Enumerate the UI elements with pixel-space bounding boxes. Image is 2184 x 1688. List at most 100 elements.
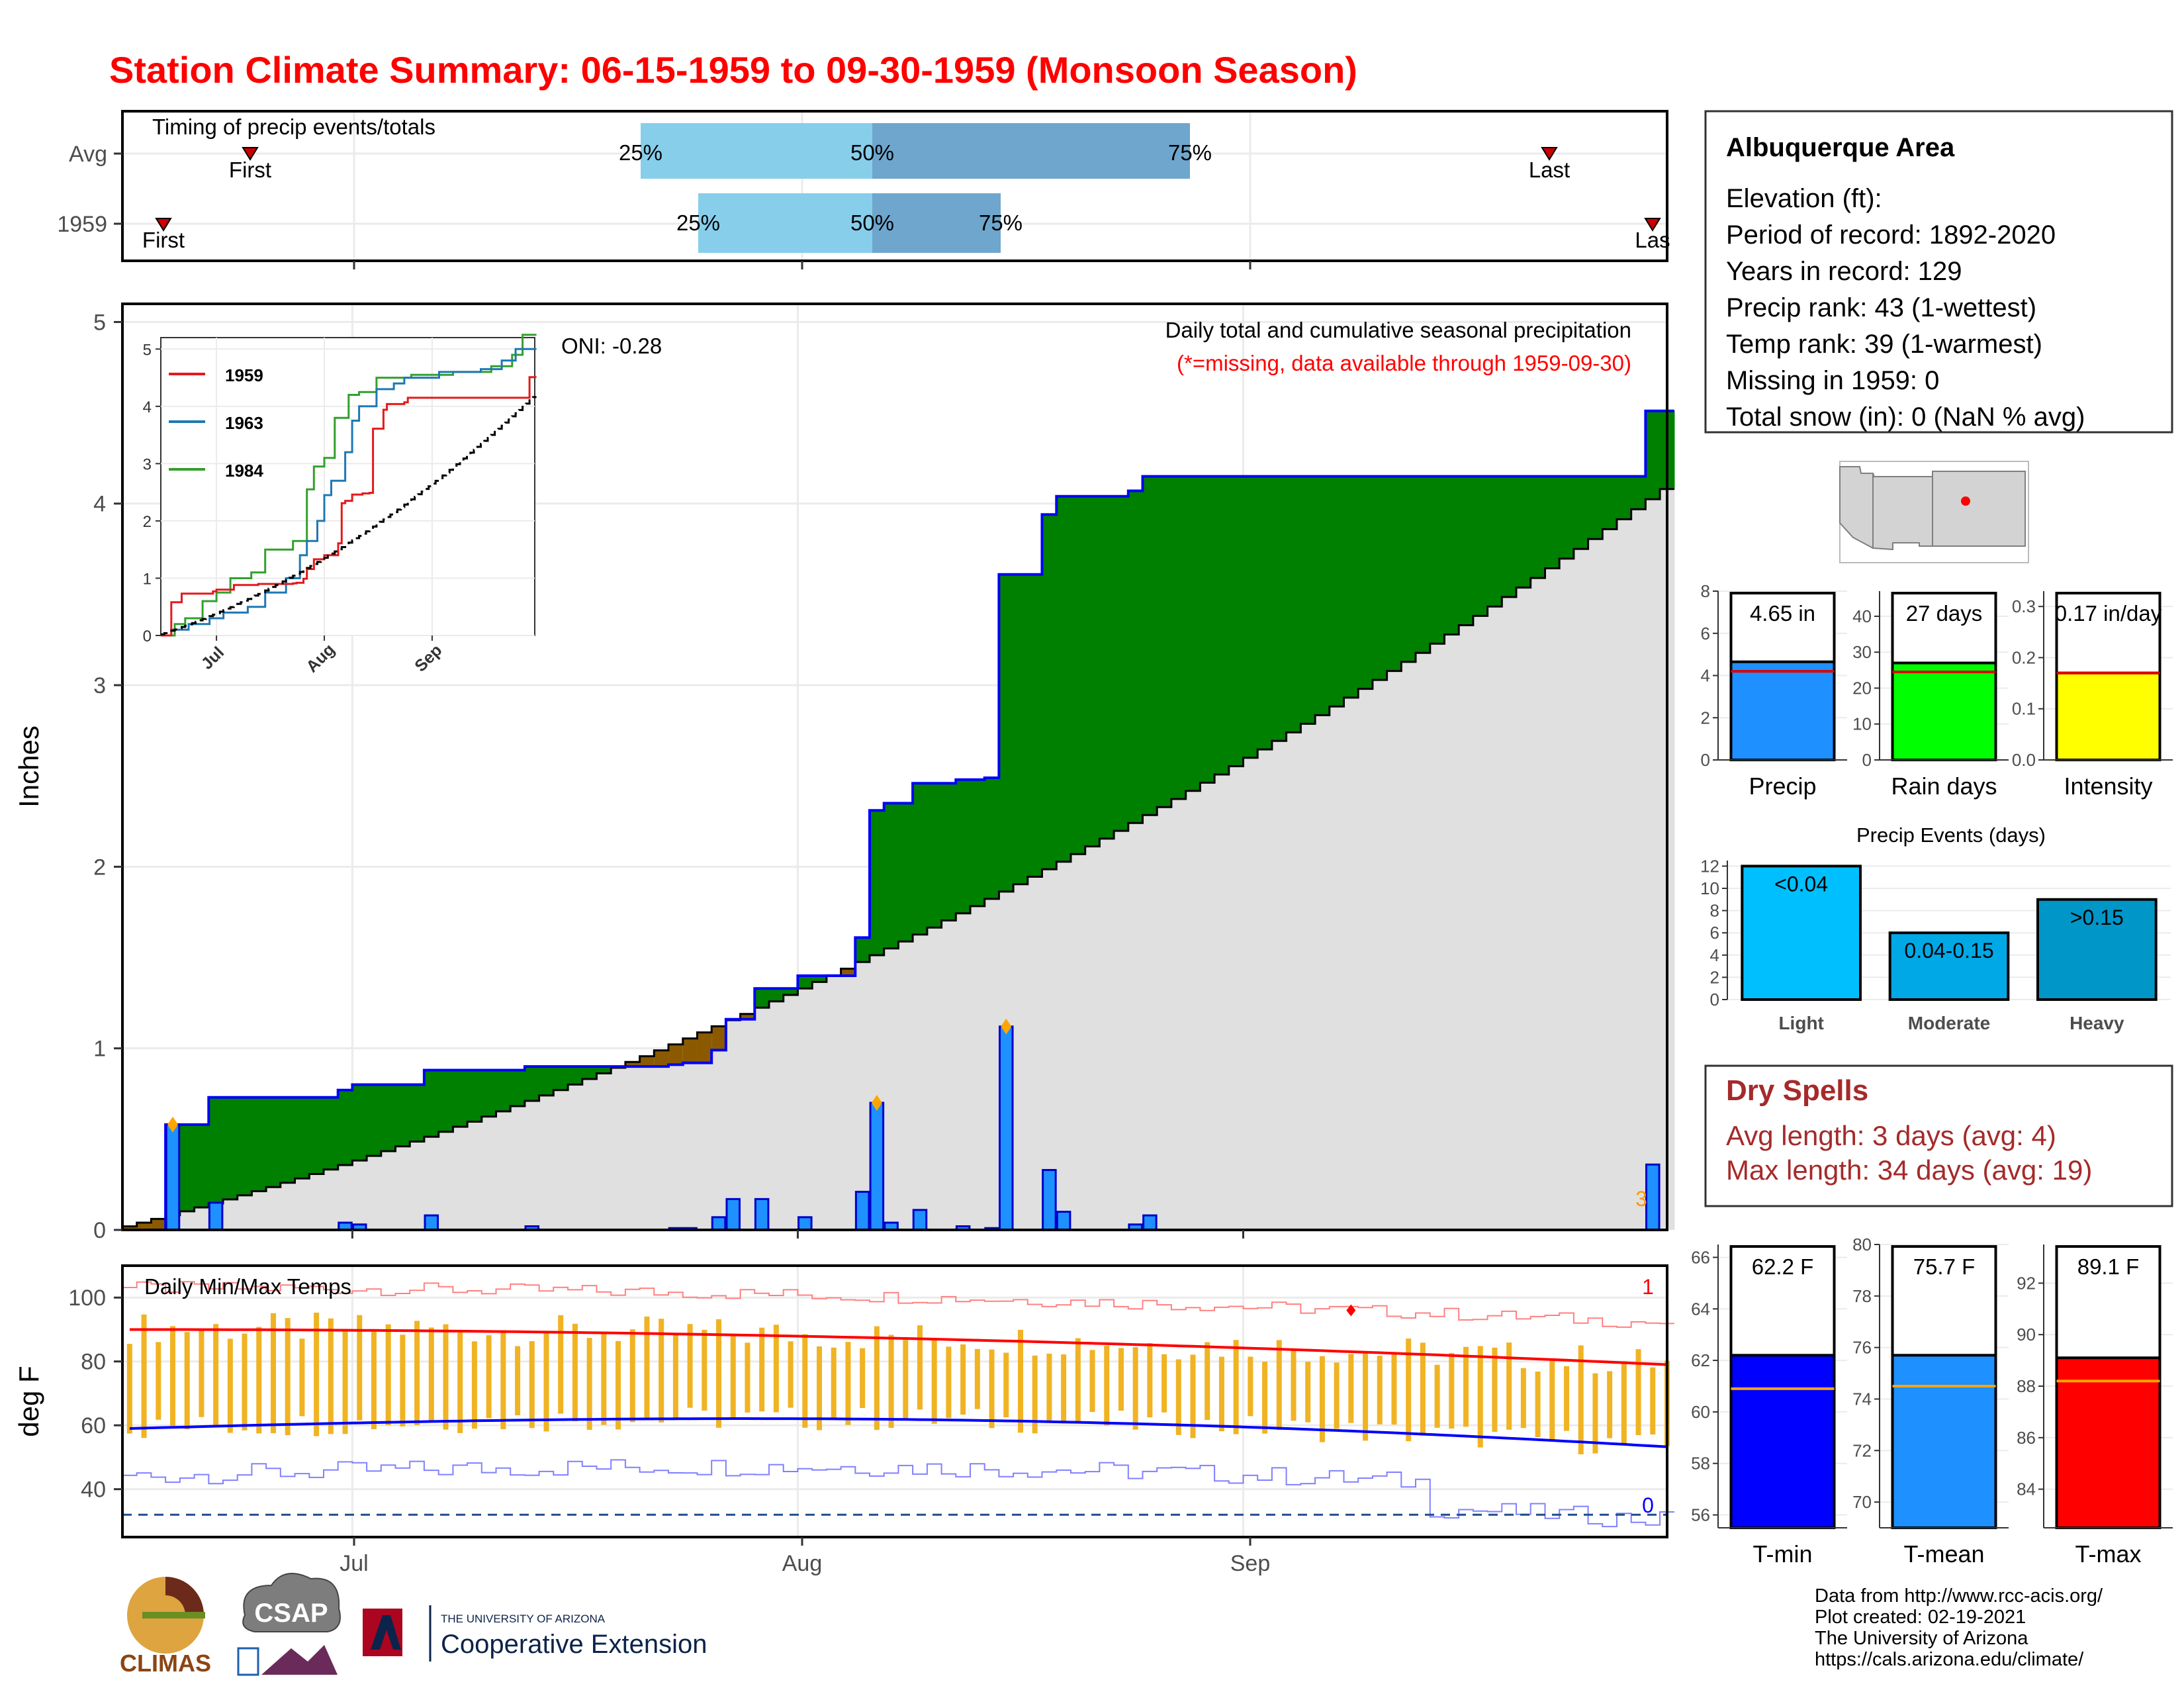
daily-temp-bar <box>299 1338 305 1417</box>
precip-y-axis: 0 1 2 3 4 5 <box>93 310 1245 1243</box>
avg-first-label: First <box>229 158 271 182</box>
summary-1-tick-label: 30 <box>1852 642 1872 662</box>
daily-temp-bar <box>860 1348 866 1409</box>
normal-fill-day <box>596 1073 612 1230</box>
events-tick-label: 12 <box>1700 856 1719 876</box>
normal-fill-day <box>510 1106 525 1230</box>
below-normal-fill-day <box>625 1062 641 1067</box>
normal-fill-day <box>611 1067 626 1230</box>
precip-y-label: Inches <box>13 726 44 808</box>
yr-quartile-25-50 <box>698 193 872 253</box>
station-name: Albuquerque Area <box>1726 133 1955 162</box>
above-normal-fill-day <box>1545 476 1560 569</box>
tempbar-0-tick-label: 66 <box>1691 1247 1710 1267</box>
precip-caption-missing: (*=missing, data available through 1959-… <box>1177 351 1631 375</box>
ua-small-text: THE UNIVERSITY OF ARIZONA <box>441 1613 606 1625</box>
cumulative-observed-line <box>122 409 1674 1231</box>
tempbar-1-tick-label: 74 <box>1852 1389 1872 1409</box>
daily-temp-bar <box>1205 1342 1210 1420</box>
summary-0-tick-label: 4 <box>1701 666 1710 686</box>
precip-ytick-3: 3 <box>93 673 106 698</box>
above-normal-fill-day <box>1358 476 1373 689</box>
above-normal-fill-day <box>568 1066 583 1085</box>
avg-q75-label: 75% <box>1168 140 1212 165</box>
inset-line-1959 <box>161 376 537 637</box>
info-precip-rank: Precip rank: 43 (1-wettest) <box>1726 293 2036 322</box>
tempbar-2-value-label: 89.1 F <box>2077 1254 2140 1279</box>
normal-fill-day <box>481 1116 497 1230</box>
above-normal-fill-day <box>1401 476 1416 662</box>
normal-fill-day <box>956 913 971 1230</box>
above-normal-fill-day <box>769 988 784 1002</box>
yr-q50-label: 50% <box>850 211 894 235</box>
daily-temp-bar <box>1233 1340 1239 1434</box>
above-normal-fill-day <box>1027 574 1043 877</box>
tempbar-1-tick-label: 76 <box>1852 1338 1872 1358</box>
daily-temp-bar <box>1075 1338 1081 1423</box>
above-normal-fill-day <box>309 1097 324 1174</box>
daily-temp-bar <box>1607 1371 1613 1438</box>
record-low-line <box>122 1459 1674 1528</box>
normal-fill-day <box>237 1195 253 1230</box>
precip-ytick-5: 5 <box>93 310 106 335</box>
normal-fill-day <box>1358 688 1373 1230</box>
normal-fill-day <box>1099 838 1115 1230</box>
dry-spells-title: Dry Spells <box>1726 1074 1868 1107</box>
daily-temp-bar <box>1061 1354 1067 1423</box>
daily-precip-bar <box>854 1190 870 1231</box>
station-info-border <box>1704 110 2173 434</box>
daily-temp-bar <box>1377 1355 1383 1425</box>
record-high-marker <box>1346 1304 1356 1317</box>
summary-0-tick-label: 0 <box>1701 750 1710 770</box>
inset-normal-line <box>161 396 537 635</box>
normal-fill-day <box>410 1141 425 1230</box>
above-normal-fill-day <box>941 783 956 921</box>
above-normal-fill-day <box>1416 476 1431 653</box>
daily-precip-bar <box>1645 1163 1661 1231</box>
normal-fill-day <box>639 1056 655 1230</box>
above-normal-fill-day <box>1142 476 1158 816</box>
normal-fill-day <box>438 1131 453 1230</box>
temp-panel-border <box>121 1264 1668 1538</box>
daily-temp-bar <box>874 1326 880 1430</box>
normal-fill-day <box>769 1001 784 1230</box>
daily-precip-bar <box>1042 1168 1057 1231</box>
summary-2-label: Intensity <box>2064 773 2152 800</box>
above-normal-fill-day <box>1516 476 1531 588</box>
above-normal-fill-day <box>381 1084 396 1151</box>
avg-quartile-25-50 <box>641 123 872 179</box>
above-normal-fill-day <box>855 937 870 962</box>
precip-events-title: Precip Events (days) <box>1856 823 2046 847</box>
above-normal-fill-day <box>467 1070 482 1122</box>
daily-temp-bar <box>1032 1355 1038 1434</box>
daily-temp-bar <box>1276 1340 1282 1430</box>
daily-precip-bar <box>711 1216 727 1231</box>
above-normal-fill-day <box>1372 476 1388 680</box>
daily-temp-bar <box>1363 1351 1369 1441</box>
normal-fill-day <box>1257 749 1273 1230</box>
normal-fill-day <box>927 927 942 1230</box>
above-normal-fill-day <box>1487 476 1502 607</box>
normal-fill-day <box>1027 876 1043 1230</box>
above-normal-fill-day <box>1128 491 1144 823</box>
daily-temp-bar <box>543 1333 549 1432</box>
normal-fill-day <box>251 1191 267 1230</box>
event-range-moderate: 0.04-0.15 <box>1904 939 1993 962</box>
daily-temp-bar <box>1391 1353 1397 1425</box>
above-normal-fill-day <box>352 1084 367 1161</box>
daily-precip-bar <box>912 1209 928 1231</box>
above-normal-fill-day <box>582 1066 598 1080</box>
avg-quartile-50-75 <box>872 123 1190 179</box>
tempbar-1-tick-label: 80 <box>1852 1235 1872 1254</box>
normal-fill-day <box>884 948 899 1230</box>
events-tick-label: 10 <box>1700 878 1719 898</box>
tempbar-2-tick-label: 90 <box>2017 1325 2036 1344</box>
daily-temp-bar <box>270 1313 276 1434</box>
daily-temp-bar <box>213 1324 219 1427</box>
climas-logo-text: CLIMAS <box>120 1650 211 1677</box>
daily-temp-bar <box>644 1316 650 1420</box>
normal-fill-day <box>697 1032 712 1230</box>
daily-temp-bar <box>716 1319 722 1428</box>
footer-line-3: The University of Arizona <box>1815 1628 2028 1649</box>
